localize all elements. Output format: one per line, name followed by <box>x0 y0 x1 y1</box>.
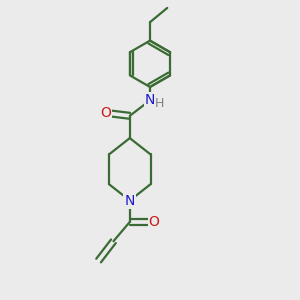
Text: O: O <box>100 106 111 120</box>
Text: N: N <box>124 194 135 208</box>
Text: N: N <box>145 93 155 107</box>
Text: H: H <box>155 97 164 110</box>
Text: O: O <box>149 215 160 229</box>
